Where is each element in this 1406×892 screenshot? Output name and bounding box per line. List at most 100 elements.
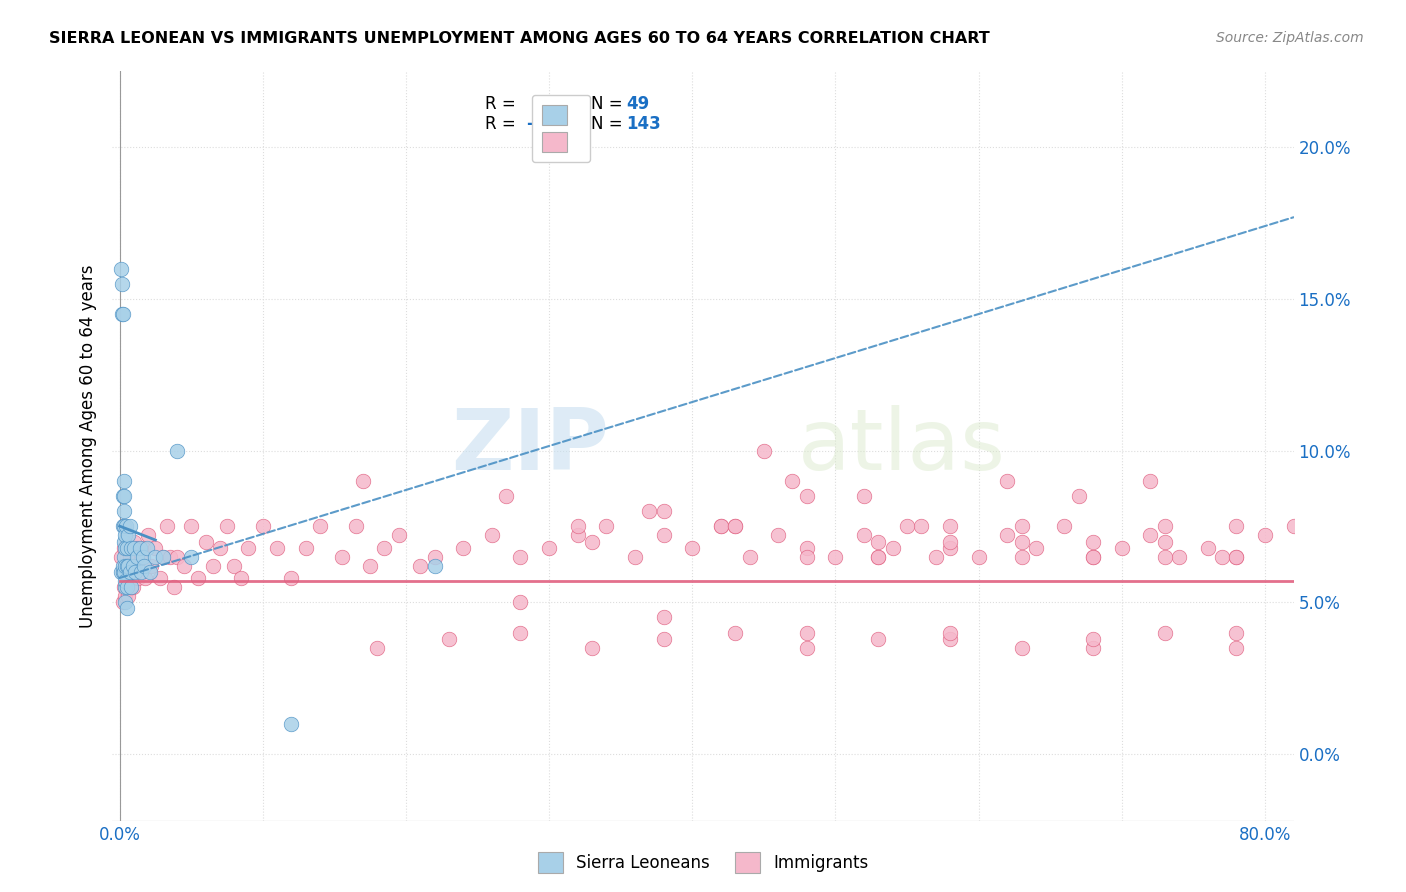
Point (280, 571, 302, 585)
Point (117, 558, 139, 573)
Point (201, 558, 224, 573)
Point (581, 640, 603, 655)
Point (868, 534, 890, 549)
Point (409, 558, 432, 573)
Legend: , : , (531, 95, 591, 162)
Point (112, 580, 135, 594)
Point (868, 549, 890, 564)
Point (1225, 549, 1247, 564)
Point (995, 528, 1018, 542)
Point (112, 565, 135, 579)
Point (166, 443, 188, 458)
Point (115, 541, 138, 555)
Point (309, 519, 332, 533)
Point (437, 632, 460, 646)
Point (215, 519, 238, 533)
Point (1296, 549, 1319, 564)
Point (117, 528, 139, 542)
Point (724, 519, 747, 533)
Point (114, 595, 136, 609)
Point (910, 519, 932, 533)
Point (1153, 549, 1175, 564)
Point (110, 565, 132, 579)
Point (796, 549, 818, 564)
Point (1296, 632, 1319, 646)
Point (149, 571, 172, 585)
Point (624, 549, 647, 564)
Point (112, 541, 135, 555)
Point (423, 549, 446, 564)
Point (330, 549, 353, 564)
Point (344, 519, 367, 533)
Point (135, 541, 157, 555)
Point (252, 519, 274, 533)
Point (481, 528, 503, 542)
Point (1081, 549, 1104, 564)
Point (896, 519, 918, 533)
Point (117, 589, 139, 603)
Point (112, 519, 135, 533)
Point (567, 528, 589, 542)
Point (352, 474, 374, 488)
Point (538, 541, 561, 555)
Point (710, 519, 733, 533)
Point (1053, 519, 1076, 533)
Point (1011, 640, 1033, 655)
Point (1011, 534, 1033, 549)
Point (118, 580, 141, 594)
Point (882, 541, 904, 555)
Point (1081, 632, 1104, 646)
Text: N =: N = (591, 95, 623, 112)
Point (581, 534, 603, 549)
Point (1225, 625, 1247, 640)
Point (724, 519, 747, 533)
Point (131, 549, 153, 564)
Point (280, 716, 302, 731)
Point (366, 640, 388, 655)
Point (1081, 549, 1104, 564)
Point (724, 625, 747, 640)
Point (1296, 580, 1319, 594)
Point (1153, 534, 1175, 549)
Point (1081, 534, 1104, 549)
Point (115, 558, 138, 573)
Point (359, 558, 381, 573)
Point (924, 549, 946, 564)
Point (125, 549, 148, 564)
Point (115, 519, 138, 533)
Point (373, 541, 395, 555)
Point (117, 558, 139, 573)
Point (738, 549, 761, 564)
Point (1139, 474, 1161, 488)
Point (824, 549, 846, 564)
Point (115, 580, 138, 594)
Point (114, 528, 136, 542)
Point (796, 489, 818, 503)
Text: N =: N = (591, 115, 623, 133)
Point (110, 549, 132, 564)
Point (122, 534, 145, 549)
Point (868, 549, 890, 564)
Point (238, 541, 260, 555)
Point (124, 558, 146, 573)
Point (1011, 549, 1033, 564)
Point (122, 541, 145, 555)
Point (112, 489, 135, 503)
Point (118, 565, 141, 579)
Text: SIERRA LEONEAN VS IMMIGRANTS UNEMPLOYMENT AMONG AGES 60 TO 64 YEARS CORRELATION : SIERRA LEONEAN VS IMMIGRANTS UNEMPLOYMEN… (49, 31, 990, 46)
Text: R =: R = (485, 95, 515, 112)
Point (638, 504, 661, 518)
Point (121, 558, 143, 573)
Point (1111, 541, 1133, 555)
Point (652, 504, 675, 518)
Point (1197, 541, 1219, 555)
Point (121, 580, 143, 594)
Text: atlas: atlas (797, 404, 1005, 488)
Point (796, 541, 818, 555)
Point (939, 632, 962, 646)
Point (114, 589, 136, 603)
Point (128, 541, 150, 555)
Point (294, 541, 316, 555)
Point (114, 558, 136, 573)
Point (451, 541, 474, 555)
